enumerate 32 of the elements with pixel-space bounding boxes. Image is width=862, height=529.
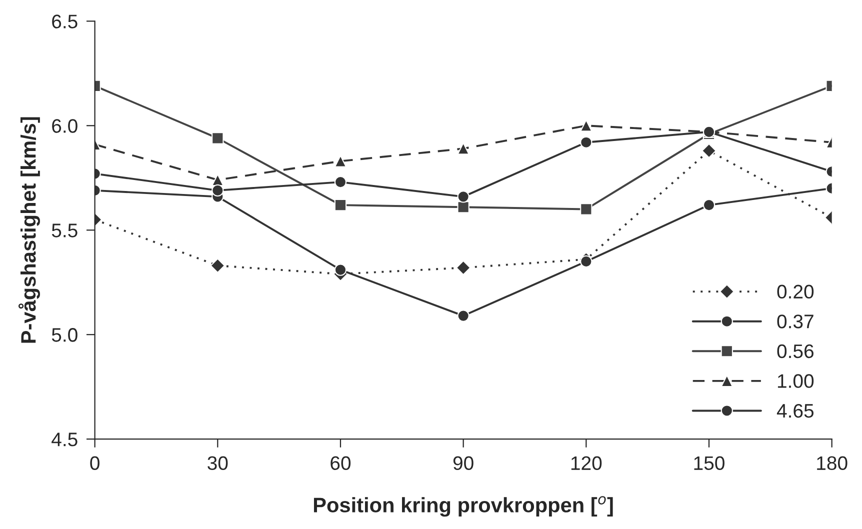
x-tick-label: 180 (817, 456, 848, 470)
point (580, 203, 592, 216)
point (457, 310, 470, 322)
point (580, 255, 592, 268)
x-tick-label: 150 (694, 456, 724, 470)
y-axis-title: P-vågshastighet [km/s] (18, 117, 40, 343)
x-tick-label: 0 (90, 456, 100, 470)
point (334, 155, 347, 168)
x-tick-label: 90 (453, 456, 474, 470)
point (457, 142, 470, 155)
x-tick-label: 30 (208, 456, 228, 470)
point (580, 120, 592, 132)
point (334, 264, 347, 276)
y-tick-label: 5.5 (52, 224, 78, 238)
legend-label: 1.00 (778, 374, 814, 388)
point (457, 190, 470, 203)
point (580, 136, 592, 148)
x-axis-title: Position kring provkroppen [$^{o}$] (314, 496, 613, 517)
x-tick-label: 120 (571, 456, 602, 470)
legend-label: 0.56 (777, 344, 814, 358)
legend-label: 4.65 (776, 404, 814, 418)
y-tick-label: 4.5 (52, 432, 78, 446)
point (334, 198, 347, 212)
legend-label: 0.20 (777, 284, 814, 299)
point (457, 201, 470, 214)
y-tick-label: 5.0 (52, 328, 78, 342)
point (334, 176, 347, 188)
y-tick-label: 6.0 (52, 119, 78, 133)
legend-label: 0.37 (777, 314, 814, 328)
point (456, 260, 471, 276)
y-tick-label: 6.5 (52, 14, 78, 28)
x-tick-label: 60 (330, 456, 351, 470)
